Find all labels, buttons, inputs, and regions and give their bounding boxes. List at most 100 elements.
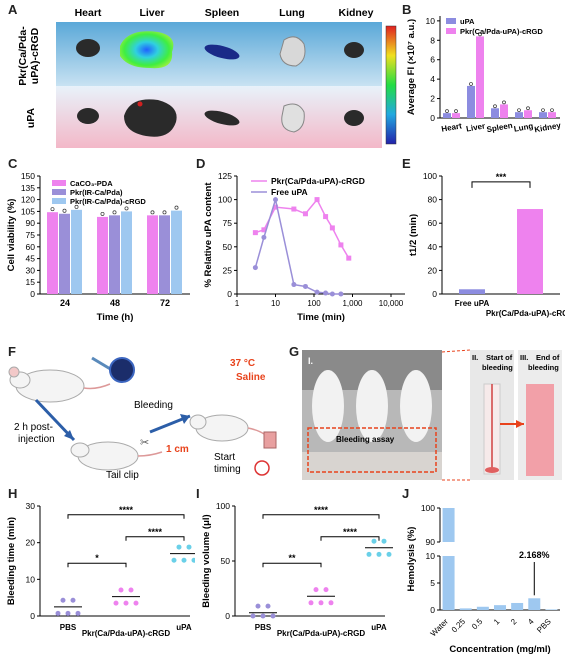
- chart-i-point: [376, 551, 382, 557]
- chart-d-point: [261, 234, 267, 240]
- chart-e-bar: [459, 289, 485, 294]
- chart-c-xtick-label: 24: [60, 298, 70, 308]
- chart-j-bar: [528, 598, 541, 610]
- chart-d-ytick-label: 75: [223, 218, 233, 228]
- chart-i-point: [270, 613, 276, 619]
- chart-j-bar: [494, 605, 506, 610]
- chart-d-point: [323, 290, 329, 296]
- chart-h-xtick-label: Pkr(Ca/Pda-uPA)-cRGD: [82, 629, 171, 638]
- chart-b-xtick-label: Lung: [513, 121, 534, 133]
- chart-j-ytick-label: 100: [421, 503, 435, 513]
- chart-e-sig-label: ***: [496, 172, 507, 182]
- chart-h-point: [70, 597, 76, 603]
- chart-i: 0 50 100 Bleeding volume (μl) PBS Pkr(Ca/Pda-…: [201, 501, 393, 638]
- chart-j-bar: [459, 608, 472, 610]
- chart-d-ytick-label: 50: [223, 242, 233, 252]
- panel-letter-h: H: [8, 486, 18, 501]
- chart-h-sig-bracket: [67, 562, 127, 568]
- chart-i-point: [318, 600, 324, 606]
- chart-b-xtick-label: Spleen: [486, 121, 514, 134]
- chart-h-ytick-label: 20: [26, 538, 36, 548]
- chart-e-bar: [517, 209, 543, 294]
- chart-b-legend-swatch: [446, 18, 456, 24]
- chart-h: 0 10 20 30 Bleeding time (min) PBS Pkr(Ca/Pda-…: [6, 501, 195, 638]
- chart-b-bar: [524, 110, 532, 118]
- chart-d-point: [273, 197, 278, 203]
- chart-h-point: [55, 610, 61, 616]
- chart-c-point: [150, 210, 155, 215]
- chart-b-xtick-label: Liver: [465, 121, 485, 133]
- chart-b-point: [478, 32, 482, 37]
- chart-b-bar: [491, 108, 499, 118]
- panel-g-photos: Bleeding assay I. II. Start of bleeding …: [302, 349, 562, 481]
- chart-c-legend-swatch: [52, 198, 66, 204]
- chart-c-legend-swatch: [52, 189, 66, 195]
- chart-b-ytick-label: 0: [430, 113, 435, 123]
- chart-h-point: [133, 600, 139, 606]
- chart-d: 0 25 50 75 100 125 % Relative uPA content 1 10 10…: [203, 171, 405, 323]
- row-label-pkr-line1: Pkr(Ca/Pda-: [17, 26, 29, 86]
- chart-j-x-label: Concentration (mg/ml): [449, 644, 550, 655]
- chart-e-ytick-label: 80: [428, 195, 438, 205]
- chart-h-sig-label: ****: [148, 527, 163, 537]
- chart-j-xtick-label: PBS: [535, 617, 553, 635]
- chart-c-point: [124, 206, 129, 211]
- color-scale-bar: [385, 25, 397, 145]
- photo-mouse-1: [312, 370, 344, 442]
- row-label-upa: uPA: [25, 107, 37, 128]
- chart-j-xtick-label: 1: [492, 617, 502, 627]
- chart-i-sig-label: ****: [343, 527, 358, 537]
- chart-e-ytick-label: 0: [432, 289, 437, 299]
- chart-c-legend-swatch: [52, 180, 66, 186]
- chart-d-point: [323, 214, 329, 220]
- spleen-organ-1: [204, 44, 240, 60]
- liver-organ-1: [120, 31, 174, 69]
- chart-e-ytick-label: 60: [428, 218, 438, 228]
- chart-d-point: [291, 282, 297, 288]
- chart-h-sig-label: ****: [119, 505, 134, 515]
- chart-d-legend-label: Free uPA: [271, 187, 308, 197]
- chart-b-xtick-label: Heart: [441, 121, 463, 133]
- start-bleeding-text: bleeding: [482, 363, 513, 372]
- chart-c-legend-label: Pkr(IR-Ca/Pda): [70, 188, 123, 197]
- chart-c-bar: [147, 215, 158, 294]
- chart-j-bar: [476, 606, 489, 610]
- chart-c-ytick-label: 45: [26, 254, 36, 264]
- chart-b-bar: [500, 104, 508, 118]
- panel-letter-b: B: [402, 2, 412, 17]
- chart-d-ytick-label: 100: [218, 195, 232, 205]
- chart-b-point: [526, 106, 530, 111]
- bleeding-text: Bleeding: [134, 400, 173, 411]
- saline-tube-icon: [263, 431, 277, 449]
- chart-b-point: [541, 108, 545, 113]
- chart-h-point: [191, 557, 195, 563]
- chart-j-xtick-label: 2: [509, 617, 519, 627]
- chart-c-xtick-label: 72: [160, 298, 170, 308]
- chart-b-legend-swatch: [446, 28, 456, 34]
- kidney-organ-2: [344, 110, 364, 126]
- panel-letter-e: E: [402, 156, 411, 171]
- chart-h-point: [118, 587, 124, 593]
- panel-letter-j: J: [402, 486, 410, 501]
- chart-c-point: [174, 205, 179, 210]
- chart-i-point: [265, 603, 271, 609]
- chart-h-ytick-label: 10: [26, 574, 36, 584]
- chart-b-y-label: Average FI (×10⁷ a.u.): [406, 19, 417, 115]
- chart-i-ytick-label: 50: [221, 556, 231, 566]
- chart-i-xtick-label: Pkr(Ca/Pda-uPA)-cRGD: [277, 629, 366, 638]
- chart-d-xtick-label: 100: [307, 299, 321, 308]
- chart-d-point: [252, 230, 258, 236]
- photo-mouse-2: [356, 370, 388, 442]
- chart-h-sig-bracket: [67, 514, 185, 519]
- chart-b-legend-label: Pkr(Ca/Pda-uPA)-cRGD: [460, 27, 543, 36]
- chart-e-xtick-label: Free uPA: [455, 299, 490, 308]
- panel-letter-g: G: [289, 344, 300, 359]
- chart-j-bar: [545, 609, 558, 610]
- chart-h-sig-label: *: [95, 553, 99, 563]
- lung-organ-2: [281, 103, 305, 133]
- chart-b-ytick-label: 2: [430, 94, 435, 104]
- chart-j-xtick-label: 0.5: [470, 617, 485, 632]
- nanoparticle-icon: [109, 357, 135, 383]
- heart-organ-1: [76, 39, 100, 57]
